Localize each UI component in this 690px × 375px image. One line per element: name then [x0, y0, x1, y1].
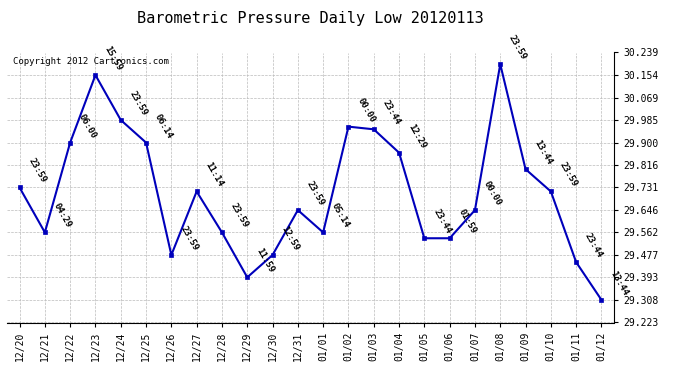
Text: 13:44: 13:44 [609, 269, 630, 297]
Text: 23:59: 23:59 [507, 34, 529, 62]
Text: 23:59: 23:59 [128, 90, 149, 117]
Text: 23:59: 23:59 [558, 161, 579, 189]
Text: 06:14: 06:14 [153, 112, 175, 140]
Text: Barometric Pressure Daily Low 20120113: Barometric Pressure Daily Low 20120113 [137, 11, 484, 26]
Text: 23:44: 23:44 [431, 208, 453, 236]
Text: 12:59: 12:59 [279, 225, 301, 252]
Text: 23:59: 23:59 [305, 180, 326, 207]
Text: 13:44: 13:44 [533, 139, 554, 166]
Text: 12:29: 12:29 [406, 122, 427, 150]
Text: 23:44: 23:44 [381, 99, 402, 126]
Text: 11:59: 11:59 [254, 247, 275, 274]
Text: 00:00: 00:00 [355, 96, 377, 124]
Text: 23:59: 23:59 [178, 225, 199, 252]
Text: 01:59: 01:59 [457, 208, 478, 236]
Text: 23:59: 23:59 [229, 202, 250, 229]
Text: 06:00: 06:00 [77, 112, 99, 140]
Text: 04:29: 04:29 [52, 202, 73, 229]
Text: 23:59: 23:59 [26, 157, 48, 185]
Text: Copyright 2012 Cartronics.com: Copyright 2012 Cartronics.com [13, 57, 169, 66]
Text: 15:59: 15:59 [102, 45, 124, 72]
Text: 23:44: 23:44 [583, 232, 604, 260]
Text: 05:14: 05:14 [330, 202, 351, 229]
Text: 11:14: 11:14 [204, 161, 225, 189]
Text: 00:00: 00:00 [482, 180, 503, 207]
